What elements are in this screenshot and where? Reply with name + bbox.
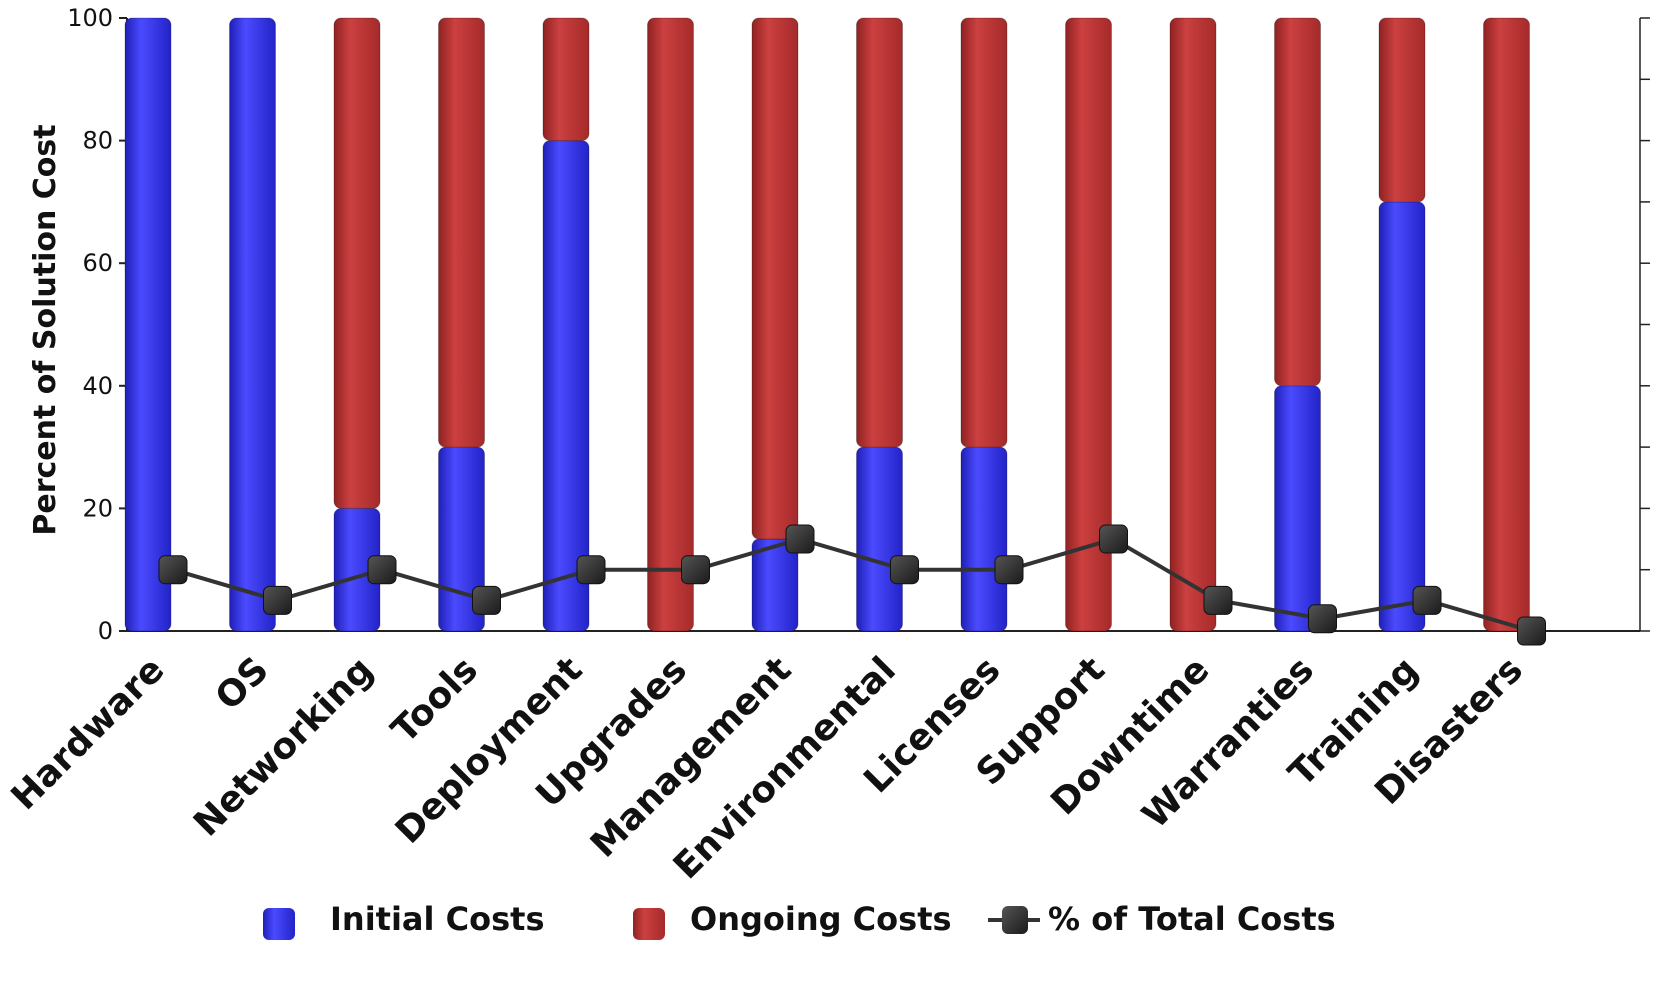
- legend-swatch-ongoing: [633, 908, 665, 940]
- bar-ongoing-support: [1065, 17, 1112, 632]
- legend-swatch-marker: [1002, 906, 1028, 934]
- bar-initial-licenses: [960, 446, 1008, 632]
- y-tick-label: 20: [82, 494, 113, 522]
- bar-ongoing-training: [1378, 17, 1426, 203]
- bar-initial-os: [229, 17, 276, 632]
- x-tick-label-deployment: Deployment: [388, 649, 590, 851]
- bar-ongoing-networking: [333, 17, 381, 509]
- legend-swatch-initial: [263, 908, 295, 940]
- line-total-costs: [172, 536, 1533, 633]
- bar-initial-training: [1378, 201, 1426, 632]
- line-marker-os: [263, 585, 292, 615]
- y-tick-label: 60: [82, 249, 113, 277]
- legend-label-2: % of Total Costs: [1048, 900, 1336, 938]
- line-marker-tools: [472, 585, 501, 615]
- bar-ongoing-environmental: [856, 17, 903, 448]
- legend-label-0: Initial Costs: [330, 900, 544, 938]
- line-marker-support: [1099, 524, 1128, 554]
- line-marker-deployment: [576, 555, 606, 585]
- line-marker-upgrades: [681, 555, 710, 585]
- y-tick-label: 0: [98, 617, 113, 645]
- bar-ongoing-disasters: [1483, 17, 1530, 632]
- line-marker-licenses: [994, 555, 1024, 585]
- line-marker-management: [785, 524, 815, 554]
- bar-ongoing-warranties: [1274, 17, 1321, 387]
- y-axis-title: Percent of Solution Cost: [28, 124, 63, 535]
- x-tick-label-networking: Networking: [186, 649, 381, 844]
- bar-ongoing-management: [751, 17, 799, 540]
- bar-initial-hardware: [124, 17, 172, 632]
- line-marker-hardware: [158, 555, 188, 585]
- bar-initial-warranties: [1274, 385, 1321, 632]
- line-marker-training: [1412, 585, 1442, 615]
- x-tick-label-os: OS: [208, 649, 277, 718]
- line-marker-warranties: [1308, 604, 1337, 634]
- bar-ongoing-tools: [438, 17, 485, 448]
- y-tick-label: 80: [82, 127, 113, 155]
- line-marker-environmental: [890, 555, 919, 585]
- x-tick-label-tools: Tools: [384, 649, 486, 751]
- bar-ongoing-upgrades: [647, 17, 694, 632]
- y-tick-label: 40: [82, 372, 113, 400]
- legend-label-1: Ongoing Costs: [690, 900, 952, 938]
- bar-initial-environmental: [856, 446, 903, 632]
- line-marker-disasters: [1517, 616, 1546, 646]
- bar-ongoing-deployment: [542, 17, 590, 142]
- bar-ongoing-licenses: [960, 17, 1008, 448]
- y-tick-label: 100: [67, 4, 113, 32]
- bar-ongoing-downtime: [1169, 17, 1217, 632]
- x-tick-label-hardware: Hardware: [4, 649, 173, 818]
- line-marker-networking: [367, 555, 397, 585]
- line-marker-downtime: [1203, 585, 1233, 615]
- legend: Initial Costs Ongoing Costs % of Total Cos…: [263, 900, 1336, 940]
